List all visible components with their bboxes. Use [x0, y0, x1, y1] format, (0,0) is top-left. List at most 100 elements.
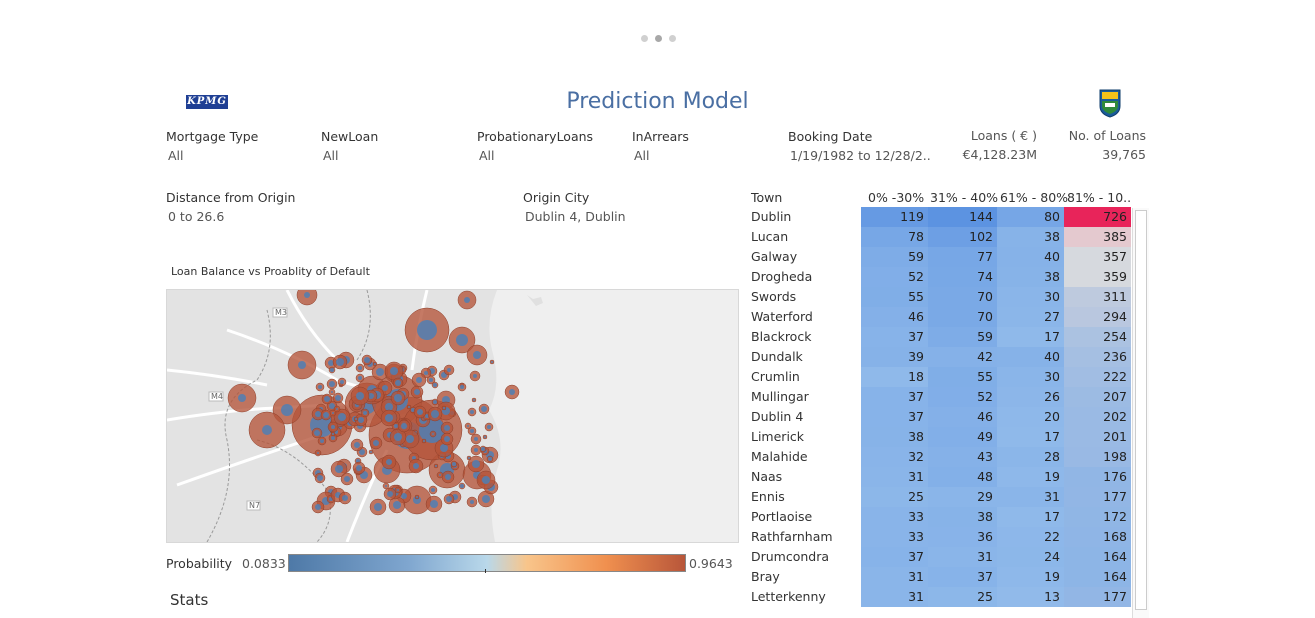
- heat-cell[interactable]: 726: [1064, 207, 1131, 227]
- heat-cell[interactable]: 27: [997, 307, 1064, 327]
- filter-value[interactable]: 1/19/1982 to 12/28/2..: [790, 148, 931, 163]
- table-row[interactable]: Swords 55 70 30 311: [748, 287, 1150, 307]
- heat-cell[interactable]: 49: [928, 427, 997, 447]
- heat-cell[interactable]: 294: [1064, 307, 1131, 327]
- filter-value[interactable]: All: [634, 148, 650, 163]
- filter-new-loan[interactable]: NewLoan All: [321, 129, 378, 163]
- heat-cell[interactable]: 359: [1064, 267, 1131, 287]
- heat-cell[interactable]: 37: [861, 327, 928, 347]
- table-body[interactable]: Dublin 119 144 80 726 Lucan 78 102 38 385 Galway 59…: [748, 207, 1150, 607]
- heat-cell[interactable]: 46: [928, 407, 997, 427]
- filter-value[interactable]: Dublin 4, Dublin: [525, 209, 626, 224]
- heat-cell[interactable]: 52: [861, 267, 928, 287]
- heat-cell[interactable]: 31: [861, 567, 928, 587]
- heat-cell[interactable]: 78: [861, 227, 928, 247]
- heat-cell[interactable]: 164: [1064, 547, 1131, 567]
- heat-cell[interactable]: 25: [928, 587, 997, 607]
- table-row[interactable]: Lucan 78 102 38 385: [748, 227, 1150, 247]
- heat-cell[interactable]: 222: [1064, 367, 1131, 387]
- heat-cell[interactable]: 37: [928, 567, 997, 587]
- heat-cell[interactable]: 172: [1064, 507, 1131, 527]
- table-row[interactable]: Drumcondra 37 31 24 164: [748, 547, 1150, 567]
- heat-cell[interactable]: 33: [861, 507, 928, 527]
- heat-cell[interactable]: 176: [1064, 467, 1131, 487]
- heat-cell[interactable]: 31: [997, 487, 1064, 507]
- page-dot-1[interactable]: [641, 35, 648, 42]
- filter-distance-from-origin[interactable]: Distance from Origin 0 to 26.6: [166, 190, 295, 224]
- filter-value[interactable]: All: [168, 148, 184, 163]
- heat-cell[interactable]: 43: [928, 447, 997, 467]
- heat-cell[interactable]: 30: [997, 287, 1064, 307]
- table-row[interactable]: Letterkenny 31 25 13 177: [748, 587, 1150, 607]
- heat-cell[interactable]: 357: [1064, 247, 1131, 267]
- heat-cell[interactable]: 46: [861, 307, 928, 327]
- heat-cell[interactable]: 254: [1064, 327, 1131, 347]
- table-row[interactable]: Dundalk 39 42 40 236: [748, 347, 1150, 367]
- heat-cell[interactable]: 311: [1064, 287, 1131, 307]
- heat-cell[interactable]: 102: [928, 227, 997, 247]
- table-row[interactable]: Naas 31 48 19 176: [748, 467, 1150, 487]
- heat-cell[interactable]: 29: [928, 487, 997, 507]
- heat-cell[interactable]: 236: [1064, 347, 1131, 367]
- heat-cell[interactable]: 52: [928, 387, 997, 407]
- heat-cell[interactable]: 37: [861, 387, 928, 407]
- heat-cell[interactable]: 19: [997, 567, 1064, 587]
- filter-probationary-loans[interactable]: ProbationaryLoans All: [477, 129, 593, 163]
- heat-cell[interactable]: 42: [928, 347, 997, 367]
- heat-cell[interactable]: 48: [928, 467, 997, 487]
- filter-booking-date[interactable]: Booking Date 1/19/1982 to 12/28/2..: [788, 129, 931, 163]
- table-row[interactable]: Dublin 4 37 46 20 202: [748, 407, 1150, 427]
- filter-value[interactable]: All: [479, 148, 495, 163]
- table-row[interactable]: Crumlin 18 55 30 222: [748, 367, 1150, 387]
- heat-cell[interactable]: 74: [928, 267, 997, 287]
- heat-cell[interactable]: 37: [861, 547, 928, 567]
- heat-cell[interactable]: 19: [997, 467, 1064, 487]
- heat-cell[interactable]: 177: [1064, 487, 1131, 507]
- bubble-map[interactable]: M3 M4 N7: [166, 289, 739, 543]
- heat-cell[interactable]: 202: [1064, 407, 1131, 427]
- table-row[interactable]: Dublin 119 144 80 726: [748, 207, 1150, 227]
- heat-cell[interactable]: 38: [861, 427, 928, 447]
- heat-cell[interactable]: 70: [928, 307, 997, 327]
- table-row[interactable]: Mullingar 37 52 26 207: [748, 387, 1150, 407]
- table-row[interactable]: Waterford 46 70 27 294: [748, 307, 1150, 327]
- heat-cell[interactable]: 70: [928, 287, 997, 307]
- table-row[interactable]: Rathfarnham 33 36 22 168: [748, 527, 1150, 547]
- heat-cell[interactable]: 30: [997, 367, 1064, 387]
- heat-cell[interactable]: 36: [928, 527, 997, 547]
- heat-cell[interactable]: 40: [997, 347, 1064, 367]
- heat-cell[interactable]: 198: [1064, 447, 1131, 467]
- filter-in-arrears[interactable]: InArrears All: [632, 129, 689, 163]
- heat-cell[interactable]: 18: [861, 367, 928, 387]
- heat-cell[interactable]: 38: [928, 507, 997, 527]
- heat-cell[interactable]: 25: [861, 487, 928, 507]
- heat-cell[interactable]: 17: [997, 427, 1064, 447]
- heat-cell[interactable]: 80: [997, 207, 1064, 227]
- town-heatmap-table[interactable]: Town 0% -30% 31% - 40% 61% - 80% 81% - 1…: [748, 188, 1150, 607]
- heat-cell[interactable]: 20: [997, 407, 1064, 427]
- heat-cell[interactable]: 39: [861, 347, 928, 367]
- table-row[interactable]: Limerick 38 49 17 201: [748, 427, 1150, 447]
- heat-cell[interactable]: 31: [861, 467, 928, 487]
- filter-origin-city[interactable]: Origin City Dublin 4, Dublin: [523, 190, 626, 224]
- heat-cell[interactable]: 22: [997, 527, 1064, 547]
- heat-cell[interactable]: 17: [997, 507, 1064, 527]
- heat-cell[interactable]: 40: [997, 247, 1064, 267]
- heat-cell[interactable]: 77: [928, 247, 997, 267]
- heat-cell[interactable]: 207: [1064, 387, 1131, 407]
- table-row[interactable]: Drogheda 52 74 38 359: [748, 267, 1150, 287]
- heat-cell[interactable]: 37: [861, 407, 928, 427]
- heat-cell[interactable]: 31: [861, 587, 928, 607]
- heat-cell[interactable]: 164: [1064, 567, 1131, 587]
- table-row[interactable]: Ennis 25 29 31 177: [748, 487, 1150, 507]
- map-canvas[interactable]: M3 M4 N7: [167, 290, 738, 542]
- filter-value[interactable]: All: [323, 148, 339, 163]
- heat-cell[interactable]: 28: [997, 447, 1064, 467]
- heat-cell[interactable]: 119: [861, 207, 928, 227]
- heat-cell[interactable]: 33: [861, 527, 928, 547]
- scrollbar-thumb[interactable]: [1135, 210, 1147, 610]
- page-indicator[interactable]: [641, 35, 676, 42]
- filter-value[interactable]: 0 to 26.6: [168, 209, 225, 224]
- heat-cell[interactable]: 201: [1064, 427, 1131, 447]
- table-scrollbar[interactable]: [1132, 208, 1149, 618]
